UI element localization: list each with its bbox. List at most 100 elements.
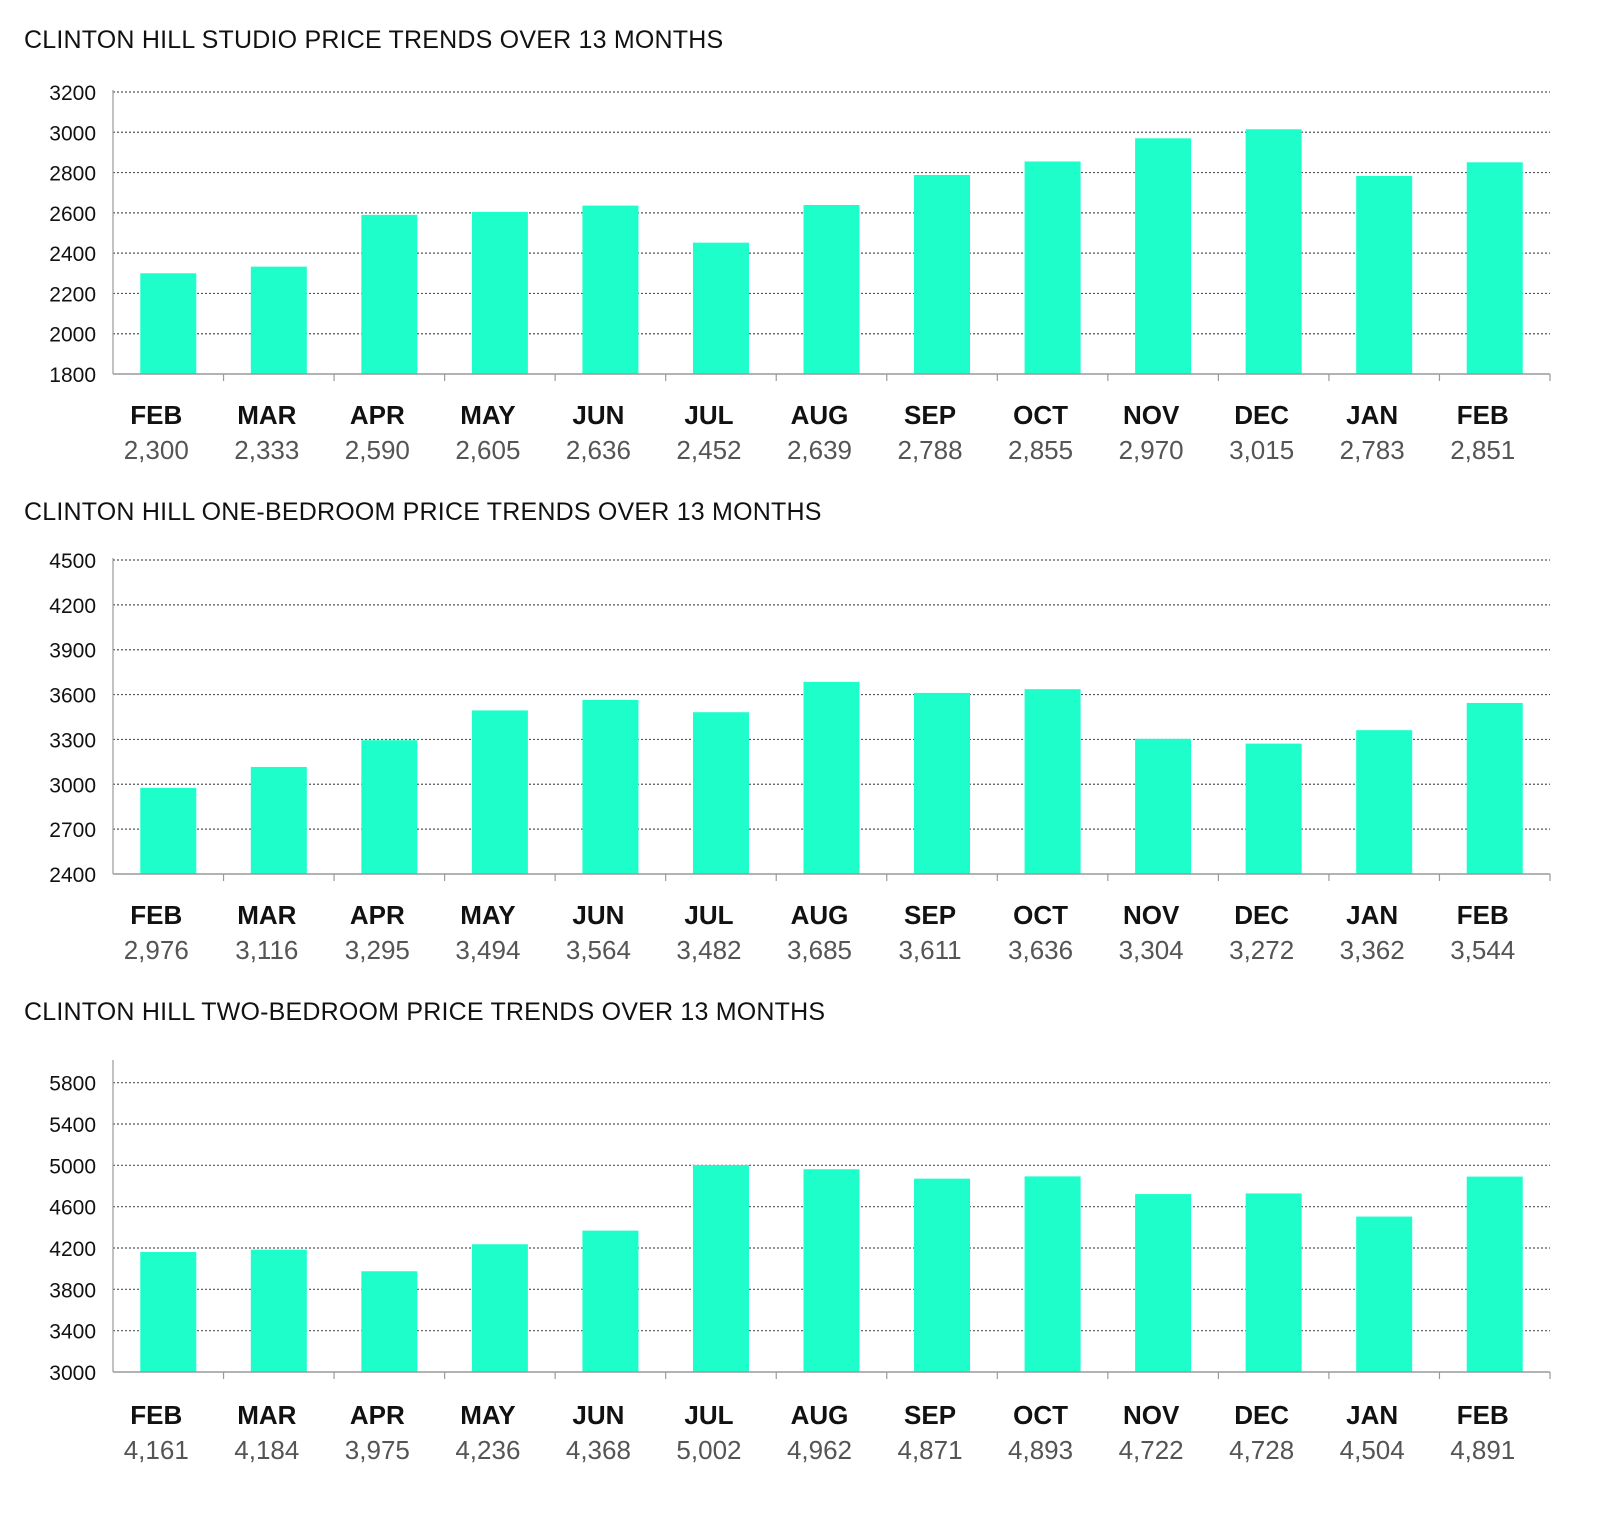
data-label: 5,002 [676, 1435, 741, 1465]
bar [1135, 1194, 1192, 1372]
data-label: 2,636 [566, 435, 631, 465]
data-label: 4,236 [455, 1435, 520, 1465]
bar [1245, 743, 1302, 874]
bar [140, 273, 197, 374]
y-tick-label: 5400 [49, 1114, 96, 1137]
data-label: 2,300 [124, 435, 189, 465]
y-tick-label: 4500 [49, 550, 96, 573]
bar [361, 1271, 418, 1372]
y-tick-label: 2400 [49, 864, 96, 887]
y-tick-label: 2700 [49, 819, 96, 842]
data-label: 3,482 [676, 935, 741, 965]
bar [140, 787, 197, 874]
x-tick-label: JUN [572, 1400, 624, 1430]
data-label: 3,611 [898, 935, 961, 965]
data-label: 4,161 [124, 1435, 189, 1465]
bar [1135, 138, 1192, 374]
data-label: 3,304 [1119, 935, 1184, 965]
x-tick-label: SEP [904, 1400, 956, 1430]
y-tick-label: 2600 [49, 203, 96, 226]
x-tick-label: AUG [791, 900, 849, 930]
two-bedroom-chart-panel: CLINTON HILL TWO-BEDROOM PRICE TRENDS OV… [0, 980, 1600, 1517]
data-label: 3,494 [455, 935, 520, 965]
one-bedroom-chart-panel: CLINTON HILL ONE-BEDROOM PRICE TRENDS OV… [0, 480, 1600, 980]
chart-title: CLINTON HILL STUDIO PRICE TRENDS OVER 13… [24, 26, 724, 54]
y-tick-label: 3000 [49, 1362, 96, 1385]
data-label: 3,685 [787, 935, 852, 965]
data-label: 2,605 [455, 435, 520, 465]
data-label: 4,728 [1229, 1435, 1294, 1465]
data-label: 2,976 [124, 935, 189, 965]
bar [803, 1169, 860, 1372]
x-tick-label: JUL [684, 1400, 733, 1430]
y-tick-label: 4600 [49, 1197, 96, 1220]
bar [692, 712, 749, 874]
bar [803, 205, 860, 374]
bar [692, 1165, 749, 1372]
x-tick-label: FEB [1457, 1400, 1509, 1430]
x-tick-label: MAR [237, 400, 296, 430]
data-label: 3,295 [345, 935, 410, 965]
x-tick-label: NOV [1123, 1400, 1180, 1430]
data-label: 3,544 [1450, 935, 1515, 965]
bar [471, 1244, 528, 1372]
x-tick-label: AUG [791, 1400, 849, 1430]
data-label: 4,504 [1340, 1435, 1405, 1465]
data-label: 2,851 [1450, 435, 1515, 465]
y-tick-label: 3200 [49, 82, 96, 105]
x-tick-label: FEB [1457, 900, 1509, 930]
x-tick-label: JUL [684, 400, 733, 430]
x-tick-label: JAN [1346, 1400, 1398, 1430]
bar [140, 1252, 197, 1372]
data-label: 3,975 [345, 1435, 410, 1465]
data-label: 4,722 [1119, 1435, 1184, 1465]
data-label: 2,639 [787, 435, 852, 465]
x-tick-label: DEC [1234, 900, 1289, 930]
y-tick-label: 5800 [49, 1073, 96, 1096]
one-bedroom-chart: 2400 2700 3000 3300 3600 3900 4200 4500 FEB 2,976… [49, 550, 1551, 965]
data-label: 2,590 [345, 435, 410, 465]
bar [1024, 689, 1081, 874]
two-bedroom-chart: 3000 3400 3800 4200 4600 5000 5400 5800 FEB 4,161… [49, 1060, 1551, 1465]
bar [582, 205, 639, 374]
y-tick-label: 5000 [49, 1155, 96, 1178]
data-label: 2,333 [234, 435, 299, 465]
data-label: 3,272 [1229, 935, 1294, 965]
data-label: 2,970 [1119, 435, 1184, 465]
y-tick-label: 4200 [49, 1238, 96, 1261]
bar [361, 740, 418, 874]
x-tick-label: OCT [1013, 400, 1068, 430]
data-label: 4,891 [1450, 1435, 1515, 1465]
x-tick-label: JUL [684, 900, 733, 930]
y-tick-label: 1800 [49, 364, 96, 387]
data-label: 3,362 [1340, 935, 1405, 965]
x-tick-label: APR [350, 400, 405, 430]
bar [914, 1178, 971, 1372]
data-label: 3,636 [1008, 935, 1073, 965]
x-tick-label: APR [350, 1400, 405, 1430]
bar [250, 266, 307, 374]
data-label: 4,368 [566, 1435, 631, 1465]
x-tick-label: MAY [460, 400, 515, 430]
y-tick-label: 2800 [49, 163, 96, 186]
x-tick-label: JAN [1346, 900, 1398, 930]
bar [914, 692, 971, 874]
x-tick-label: MAY [460, 900, 515, 930]
chart-title: CLINTON HILL ONE-BEDROOM PRICE TRENDS OV… [24, 498, 822, 526]
x-tick-label: MAR [237, 1400, 296, 1430]
bar [1245, 129, 1302, 374]
bar [582, 699, 639, 874]
x-tick-label: FEB [130, 900, 182, 930]
bar [250, 1249, 307, 1372]
x-tick-label: FEB [130, 1400, 182, 1430]
studio-chart: 1800 2000 2200 2400 2600 2800 3000 3200 FEB 2,300… [49, 82, 1551, 465]
y-tick-label: 3000 [49, 122, 96, 145]
y-tick-label: 3800 [49, 1279, 96, 1302]
x-tick-label: SEP [904, 900, 956, 930]
x-tick-label: JUN [572, 400, 624, 430]
data-label: 2,855 [1008, 435, 1073, 465]
data-label: 2,788 [897, 435, 962, 465]
bar [1024, 1176, 1081, 1372]
y-tick-label: 3600 [49, 685, 96, 708]
bar [471, 211, 528, 374]
